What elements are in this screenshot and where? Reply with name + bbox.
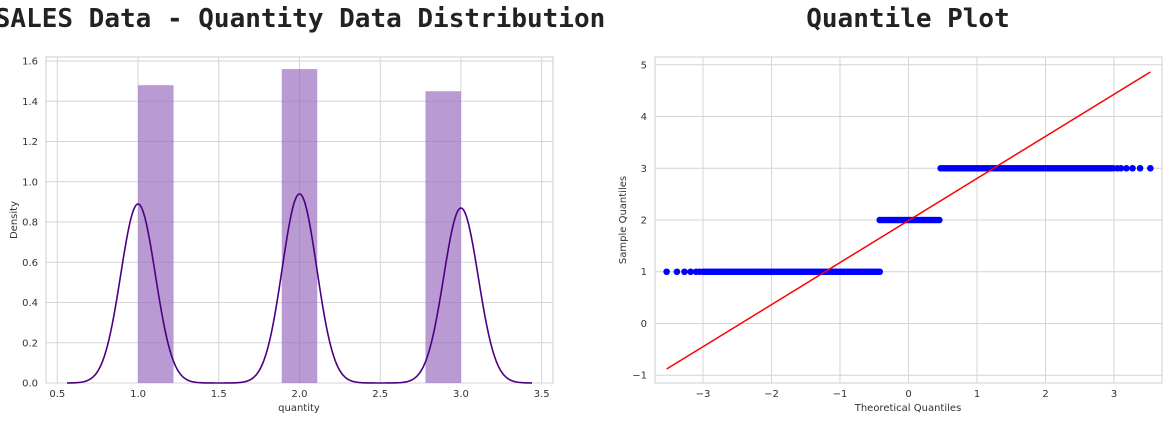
distribution-y-label: Density [9,201,20,239]
histogram-bar [281,69,318,384]
x-tick-label: 0 [905,389,911,400]
y-tick-label: 3 [641,164,647,175]
y-tick-label: 0.6 [22,258,38,269]
y-tick-label: 0 [641,319,647,330]
quantile-point [673,268,681,276]
x-tick-label: 2 [1042,389,1048,400]
y-tick-label: 1.4 [22,97,38,108]
x-tick-label: 2.0 [292,389,308,400]
quantile-point [696,268,703,276]
quantile-x-label: Theoretical Quantiles [854,403,962,414]
quantile-point [1123,164,1130,172]
y-tick-label: 5 [641,60,647,71]
y-tick-label: −1 [632,371,647,382]
x-tick-label: 1 [974,389,980,400]
distribution-x-ticks: 0.5 1.0 1.5 2.0 2.5 3.0 3.5 [49,389,549,400]
distribution-chart: SALES Data - Quantity Data Distribution … [0,4,605,414]
quantile-point [663,268,670,276]
x-tick-label: 1.0 [130,389,146,400]
histogram-bar [425,91,461,384]
x-tick-label: −2 [764,389,779,400]
x-tick-label: 2.5 [372,389,388,400]
kde-curve [66,192,533,384]
y-tick-label: 0.0 [22,379,38,390]
y-tick-label: 0.8 [22,218,38,229]
quantile-point [687,268,694,276]
quantile-point [1136,164,1144,172]
quantile-points [663,164,1154,276]
distribution-chart-title: SALES Data - Quantity Data Distribution [0,4,605,34]
y-tick-label: 1.2 [22,137,38,148]
distribution-x-label: quantity [278,403,320,414]
x-tick-label: 3.0 [453,389,469,400]
y-tick-label: 1 [641,267,647,278]
y-tick-label: 1.6 [22,57,38,68]
y-tick-label: 0.4 [22,298,38,309]
quantile-point [936,216,943,224]
quantile-chart-title: Quantile Plot [806,4,1010,34]
quantile-point [1147,164,1154,172]
histogram-bars [138,69,461,384]
y-tick-label: 1.0 [22,177,38,188]
distribution-y-ticks: 0.0 0.2 0.4 0.6 0.8 1.0 1.2 1.4 1.6 [22,57,38,390]
x-tick-label: 1.5 [211,389,227,400]
x-tick-label: 0.5 [49,389,65,400]
histogram-bar [138,85,174,383]
y-tick-label: 4 [641,112,647,123]
quantile-point [681,268,688,276]
x-tick-label: −1 [833,389,848,400]
quantile-point [876,268,884,276]
y-tick-label: 2 [641,216,647,227]
quantile-point [1117,164,1125,172]
quantile-x-ticks: −3 −2 −1 0 1 2 3 [696,389,1118,400]
x-tick-label: 3 [1111,389,1117,400]
quantile-y-label: Sample Quantiles [618,176,629,264]
y-tick-label: 0.2 [22,338,38,349]
quantile-y-ticks: −1 0 1 2 3 4 5 [632,60,647,381]
x-tick-label: −3 [696,389,711,400]
reference-line [666,71,1151,370]
quantile-chart: Quantile Plot −3 −2 −1 0 1 2 3 −1 0 1 2 3 4 5 Theore… [618,4,1163,414]
quantile-point [1129,164,1136,172]
x-tick-label: 3.5 [534,389,550,400]
